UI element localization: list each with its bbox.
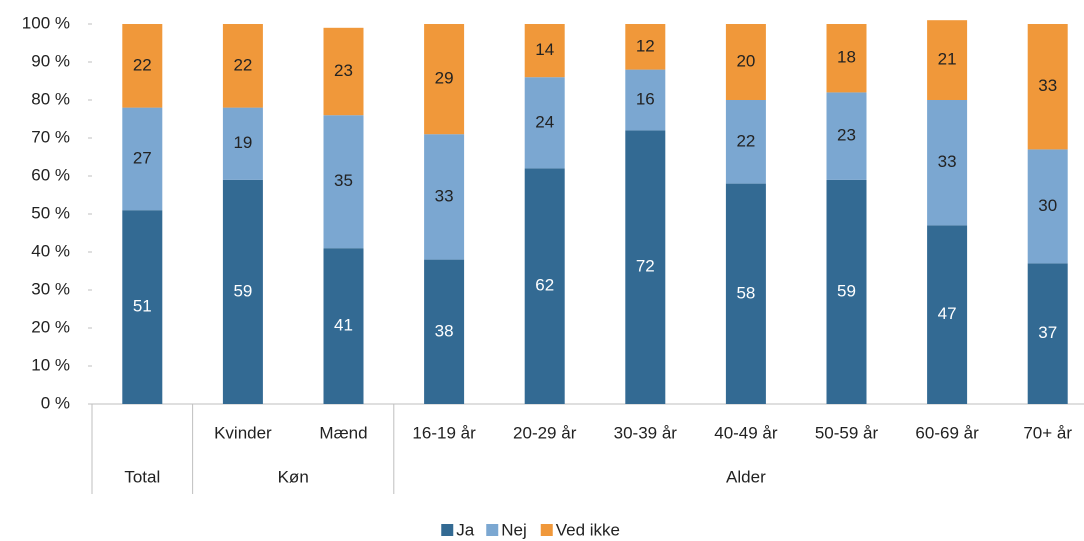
data-label: 38 (435, 321, 454, 340)
legend-swatch (540, 524, 553, 536)
x-tick-label: 50-59 år (815, 423, 879, 442)
y-tick-label: 10 % (31, 355, 70, 374)
data-label: 21 (938, 50, 957, 69)
group-label: Køn (278, 467, 309, 486)
y-tick-label: 30 % (31, 279, 70, 298)
bar-segment (625, 24, 666, 70)
bar-segment (1027, 263, 1068, 404)
data-label: 59 (233, 281, 252, 300)
data-label: 35 (334, 171, 353, 190)
data-label: 22 (736, 131, 755, 150)
bar-segment (725, 24, 766, 100)
y-tick-label: 50 % (31, 203, 70, 222)
bar-segment (625, 69, 666, 131)
bar-segment (524, 168, 565, 404)
bar-segment (927, 20, 968, 101)
group-label: Alder (726, 467, 766, 486)
data-label: 33 (1038, 76, 1057, 95)
x-tick-label: 16-19 år (412, 423, 476, 442)
x-tick-label: Kvinder (214, 423, 272, 442)
bar-segment (524, 77, 565, 169)
bar-segment (524, 24, 565, 78)
y-tick-label: 100 % (22, 13, 70, 32)
bar-segment (222, 179, 263, 404)
data-label: 33 (938, 152, 957, 171)
y-tick-label: 60 % (31, 165, 70, 184)
bar-segment (1027, 149, 1068, 264)
x-tick-label: 20-29 år (513, 423, 577, 442)
data-label: 47 (938, 304, 957, 323)
bar-segment (725, 183, 766, 404)
bar-segment (826, 179, 867, 404)
data-label: 30 (1038, 196, 1057, 215)
data-label: 33 (435, 186, 454, 205)
bar-segment (222, 24, 263, 108)
data-label: 59 (837, 281, 856, 300)
bar-segment (122, 107, 163, 211)
data-label: 41 (334, 316, 353, 335)
x-tick-label: 60-69 år (915, 423, 979, 442)
data-label: 23 (837, 126, 856, 145)
bar-segment (323, 248, 364, 404)
legend-label: Ved ikke (556, 520, 620, 539)
y-tick-label: 70 % (31, 127, 70, 146)
data-label: 29 (435, 69, 454, 88)
data-label: 20 (736, 51, 755, 70)
bar-segment (323, 115, 364, 249)
data-label: 12 (636, 36, 655, 55)
y-tick-label: 40 % (31, 241, 70, 260)
y-tick-label: 0 % (41, 393, 70, 412)
data-label: 27 (133, 148, 152, 167)
data-label: 22 (133, 55, 152, 74)
bar-segment (927, 225, 968, 404)
group-label: Total (124, 467, 160, 486)
data-label: 18 (837, 48, 856, 67)
data-label: 14 (535, 40, 554, 59)
y-tick-label: 80 % (31, 89, 70, 108)
bar-segment (122, 210, 163, 404)
bar-segment (725, 100, 766, 184)
data-label: 22 (233, 55, 252, 74)
bar-segment (222, 107, 263, 180)
bar-segment (323, 27, 364, 116)
data-label: 62 (535, 276, 554, 295)
data-label: 24 (535, 112, 554, 131)
bar-segment (1027, 24, 1068, 150)
x-tick-label: 30-39 år (614, 423, 678, 442)
data-label: 37 (1038, 323, 1057, 342)
data-label: 72 (636, 257, 655, 276)
legend-label: Nej (501, 520, 527, 539)
data-label: 16 (636, 89, 655, 108)
x-tick-label: 40-49 år (714, 423, 778, 442)
data-label: 58 (736, 283, 755, 302)
bar-segment (927, 100, 968, 226)
bar-segment (424, 134, 465, 260)
x-tick-label: 70+ år (1023, 423, 1072, 442)
data-label: 19 (233, 133, 252, 152)
data-label: 23 (334, 61, 353, 80)
data-label: 51 (133, 297, 152, 316)
y-tick-label: 90 % (31, 51, 70, 70)
y-tick-label: 20 % (31, 317, 70, 336)
bar-segment (826, 24, 867, 93)
bar-segment (625, 130, 666, 404)
bar-segment (424, 259, 465, 404)
bar-segment (122, 24, 163, 108)
legend-swatch (441, 524, 454, 536)
bar-segment (826, 92, 867, 180)
bar-segment (424, 24, 465, 135)
legend-label: Ja (456, 520, 475, 539)
x-tick-label: Mænd (319, 423, 367, 442)
legend-swatch (486, 524, 499, 536)
